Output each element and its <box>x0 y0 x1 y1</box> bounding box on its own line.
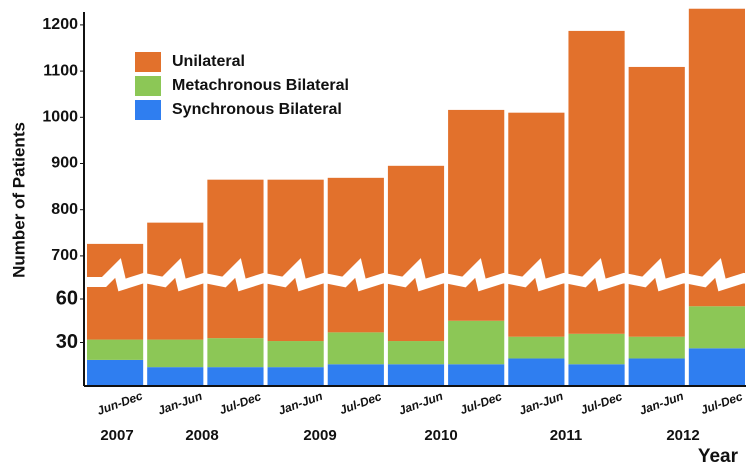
bar-segment <box>688 8 745 307</box>
legend-label: Unilateral <box>172 53 245 70</box>
y-tick-label: 60 <box>56 287 78 309</box>
bar-segment <box>448 320 505 365</box>
year-label: 2008 <box>185 427 218 444</box>
bar-segment <box>327 177 384 333</box>
bar-segment <box>327 332 384 365</box>
axis-break <box>84 258 756 292</box>
bar-segment <box>267 341 324 368</box>
bar-segment <box>87 339 144 360</box>
bar-segment <box>688 306 745 349</box>
y-tick-label: 800 <box>51 201 78 218</box>
bar-segment <box>387 341 445 365</box>
y-tick-label: 1000 <box>42 109 78 126</box>
legend-label: Synchronous Bilateral <box>172 101 342 118</box>
legend-swatch <box>135 52 161 72</box>
bar-segment <box>327 364 384 386</box>
bar-segment <box>628 358 685 386</box>
legend-swatch <box>135 76 161 96</box>
y-tick-label: 30 <box>56 331 78 353</box>
x-tick-label: Jul-Dec <box>338 389 384 417</box>
x-tick-label: Jan-Jun <box>276 389 324 418</box>
bar-segment <box>207 179 264 339</box>
y-tick-label: 700 <box>51 247 78 264</box>
x-tick-label: Jan-Jun <box>517 389 565 418</box>
bar-segment <box>508 358 565 386</box>
bar-segment <box>568 30 625 334</box>
x-tick-label: Jan-Jun <box>397 389 445 418</box>
bar-segment <box>508 336 565 359</box>
bar-segment <box>628 66 685 337</box>
bar-segment <box>87 243 144 340</box>
year-label: 2009 <box>303 427 336 444</box>
x-tick-label: Jul-Dec <box>578 389 624 417</box>
bar-segment <box>207 338 264 368</box>
bar-segment <box>267 367 324 386</box>
year-label: 2012 <box>666 427 699 444</box>
bar-segment <box>387 364 445 386</box>
bar-segment <box>207 367 264 386</box>
bar-segment <box>568 364 625 386</box>
legend-label: Metachronous Bilateral <box>172 77 349 94</box>
y-axis-title: Number of Patients <box>9 122 28 278</box>
year-label: 2011 <box>550 427 583 444</box>
year-label: 2010 <box>424 427 457 444</box>
y-tick-label: 1200 <box>42 16 78 33</box>
legend-swatch <box>135 100 161 120</box>
bar-segment <box>628 336 685 359</box>
y-tick-label: 1100 <box>43 62 78 79</box>
bar-segment <box>568 333 625 365</box>
x-tick-label: Jul-Dec <box>217 389 263 417</box>
x-tick-label: Jun-Dec <box>95 388 145 417</box>
bar-segment <box>387 165 445 342</box>
x-axis-title: Year <box>698 446 739 467</box>
bar-segment <box>688 348 745 386</box>
bar-segment <box>87 359 144 386</box>
bar-segment <box>147 367 204 386</box>
bar-segment <box>448 364 505 386</box>
bar-segment <box>267 179 324 342</box>
x-tick-label: Jan-Jun <box>156 389 204 418</box>
bar-segment <box>508 112 565 337</box>
y-tick-label: 900 <box>51 155 78 172</box>
x-tick-label: Jul-Dec <box>699 389 745 417</box>
bar-segment <box>147 339 204 368</box>
x-tick-label: Jan-Jun <box>637 389 685 418</box>
year-label: 2007 <box>100 427 133 444</box>
bar-segment <box>448 109 505 321</box>
x-tick-label: Jul-Dec <box>458 389 504 417</box>
